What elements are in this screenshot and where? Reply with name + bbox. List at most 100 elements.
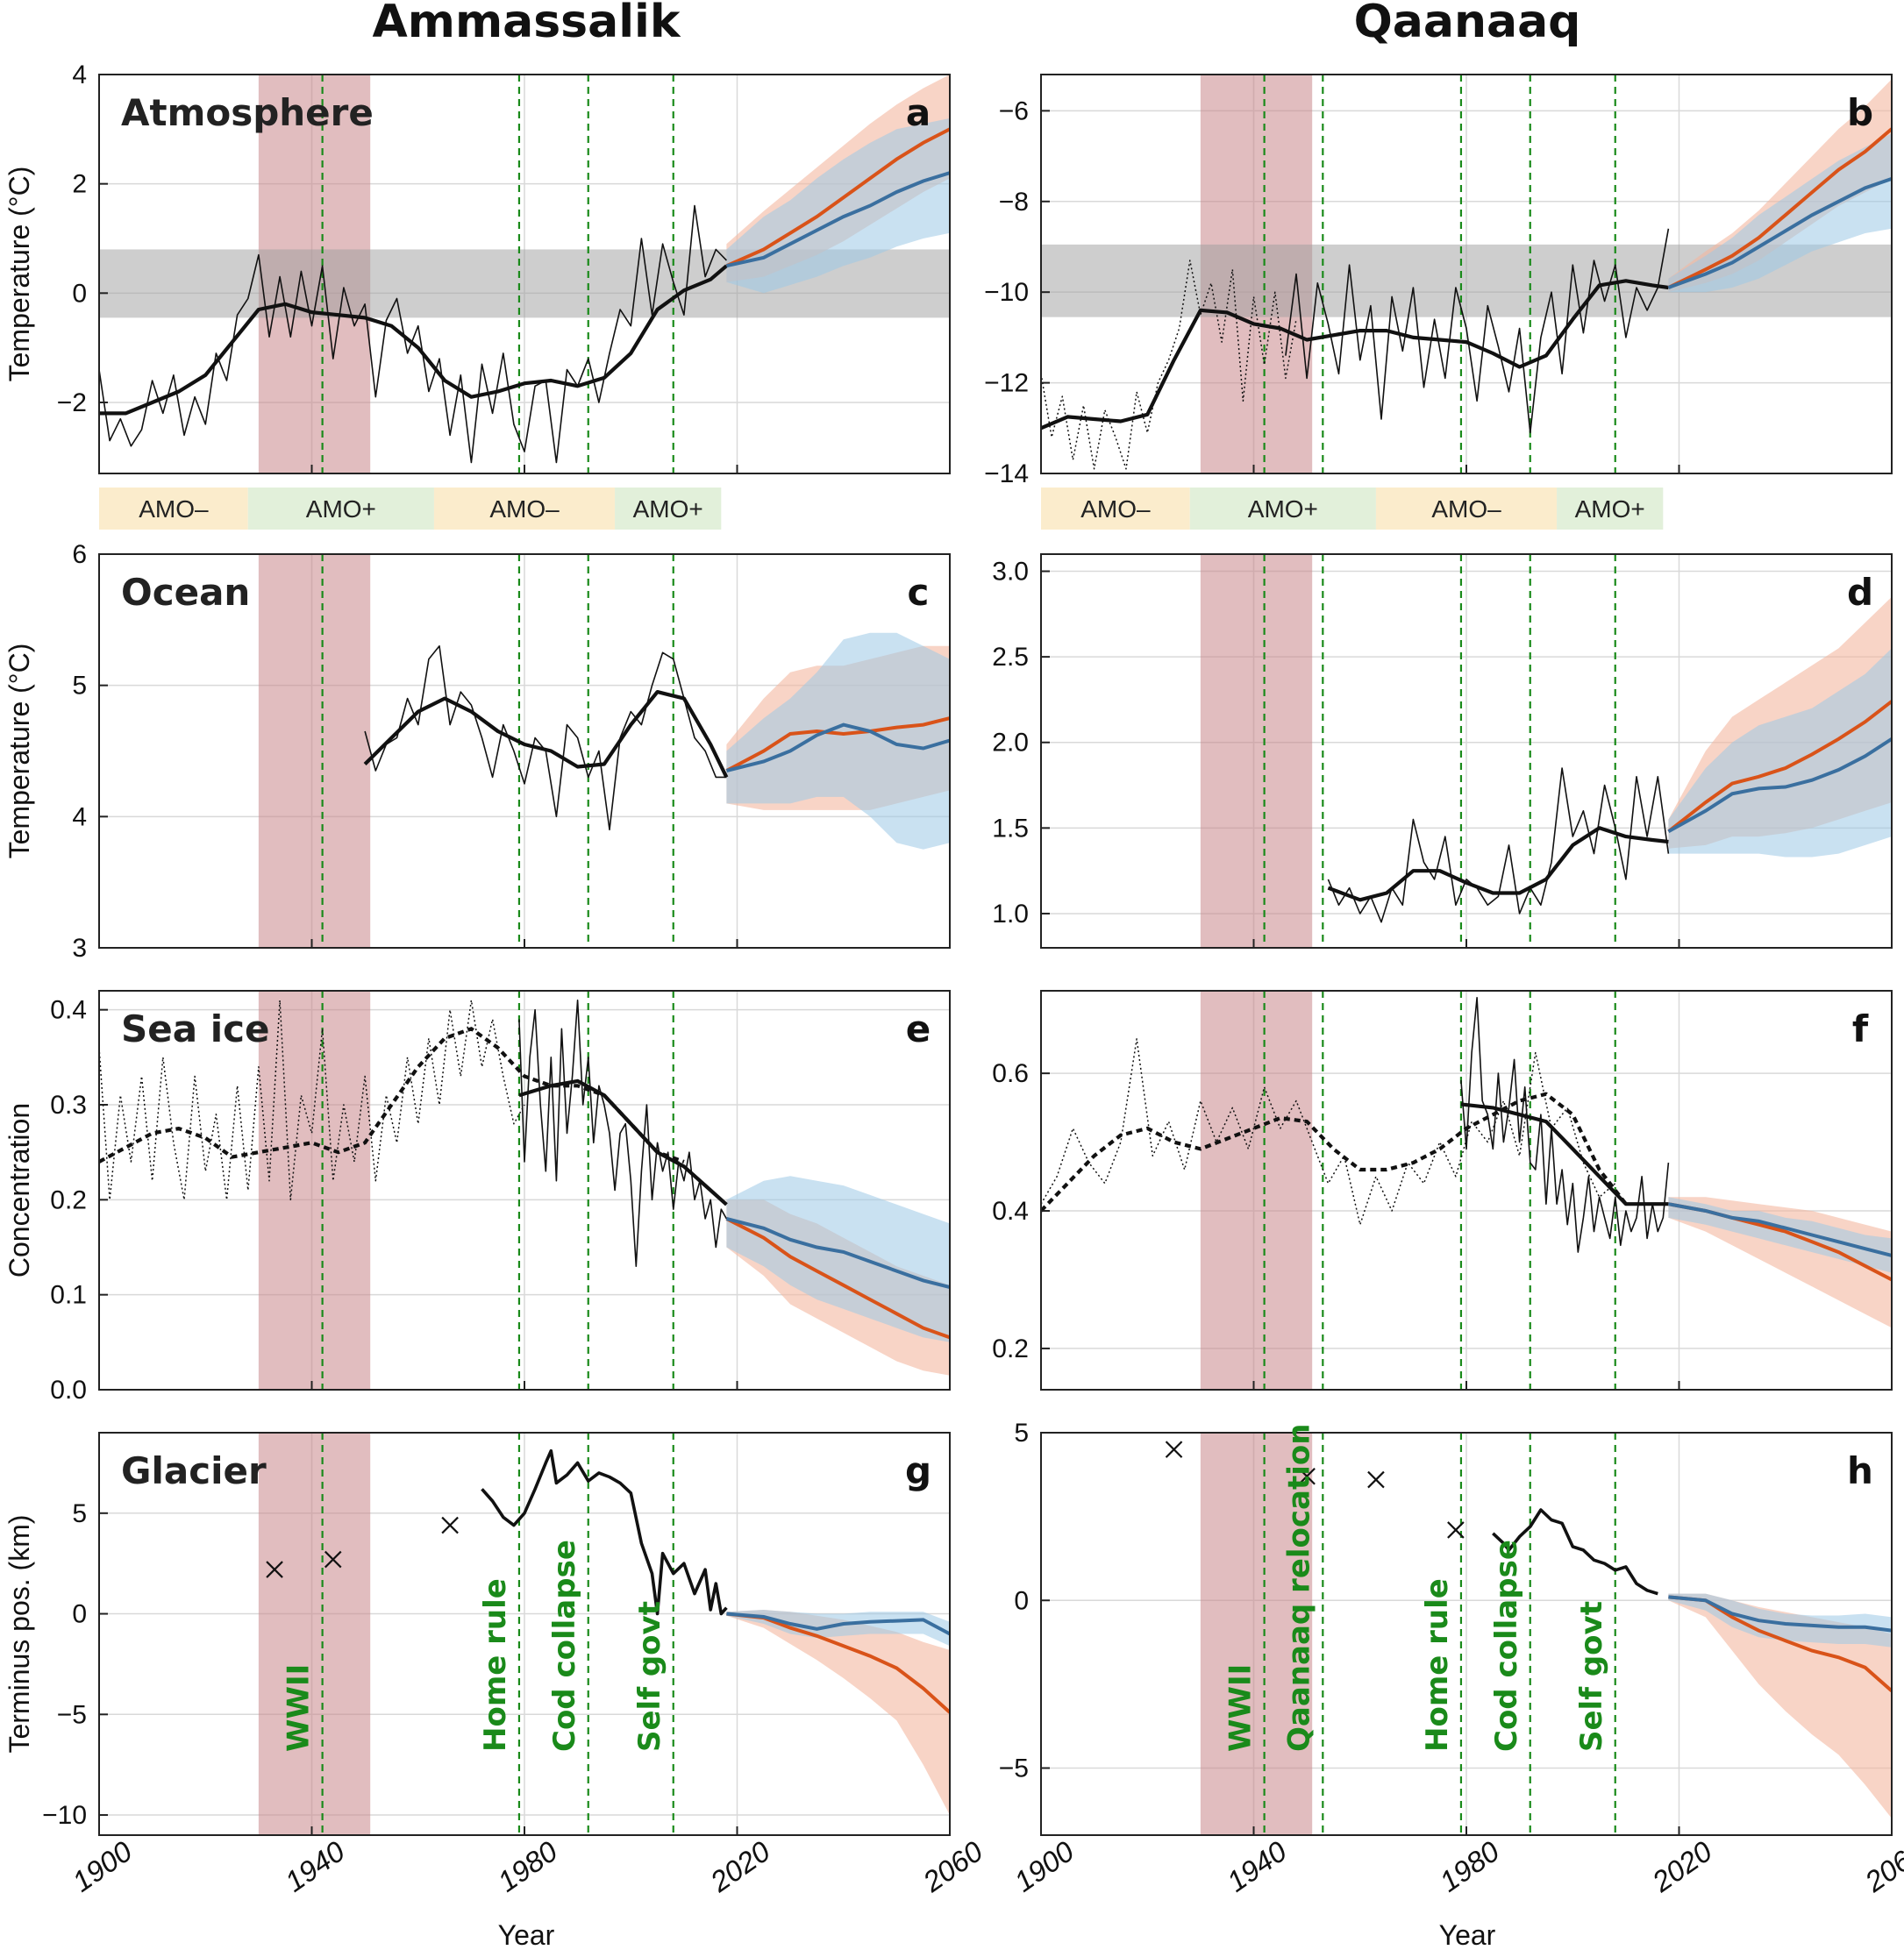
panel-letter: g (905, 1449, 931, 1492)
smoothed-series-line (518, 1078, 728, 1206)
wwii-band (1200, 1433, 1313, 1835)
wwii-band (258, 1433, 371, 1835)
x-tick-label: 1980 (492, 1834, 564, 1898)
panel-g-plot-area (99, 1433, 950, 1835)
y-tick-label: 1.0 (992, 900, 1029, 929)
terminus-observation-marker (324, 1550, 342, 1569)
reconstructed-annual-line (1041, 1038, 1616, 1226)
amo-phase-segment (1189, 488, 1376, 530)
panel-g: −10 −5 0 5 1900 1940 1980 2020 2060 Glacier g Termi… (4, 1432, 989, 1898)
amo-phase-segment (1557, 488, 1664, 530)
panel-a: −2 0 2 4 Atmosphere a Temperature (°C) (4, 60, 951, 474)
panel-letter: h (1847, 1449, 1873, 1492)
projection-band-blue (726, 1610, 950, 1647)
annual-series-line (99, 204, 727, 464)
x-tick-label: 1940 (279, 1834, 351, 1898)
y-tick-label: 2.0 (992, 729, 1029, 758)
x-axis-label-left: Year (498, 1919, 555, 1950)
x-tick-label: 1980 (1434, 1834, 1506, 1898)
terminus-observation-marker (1367, 1470, 1385, 1489)
projection-band-blue (726, 1176, 950, 1342)
panel-title: Atmosphere (121, 91, 374, 134)
projection-band-orange (1668, 1593, 1892, 1818)
amo-phase-label: AMO+ (306, 495, 376, 523)
panel-title: Ocean (121, 571, 250, 614)
panel-h-plot-area (1041, 1433, 1892, 1835)
amo-phase-segment (615, 488, 722, 530)
terminus-observation-marker (441, 1516, 459, 1534)
projection-line-orange (725, 1217, 950, 1340)
y-tick-label: 0 (1014, 1586, 1029, 1615)
panel-b: −14 −12 −10 −8 −6 b (984, 74, 1893, 488)
reconstructed-annual-line (99, 1000, 525, 1201)
y-axis-label: Concentration (4, 1103, 35, 1277)
projection-band-orange (726, 1610, 950, 1816)
event-label: Self govt (1574, 1601, 1609, 1752)
projection-line-orange (725, 716, 950, 772)
amo-phase-segment (1041, 488, 1190, 530)
panel-letter: c (908, 571, 930, 614)
y-tick-label: −14 (984, 459, 1029, 488)
panel-d-plot-area (1041, 554, 1892, 948)
event-label: WWII (1223, 1664, 1259, 1752)
y-tick-label: 1.5 (992, 814, 1029, 843)
x-tick-label: 1900 (67, 1834, 139, 1898)
smoothed-series-line (99, 264, 728, 416)
projection-line-orange (1667, 700, 1892, 833)
y-axis-label: Temperature (°C) (4, 167, 35, 382)
event-label: Qaanaaq relocation (1281, 1424, 1316, 1752)
panel-f-plot-area (1041, 991, 1892, 1390)
projection-line-blue (1667, 177, 1892, 289)
panel-e-plot-area (99, 991, 950, 1390)
y-tick-label: 0 (72, 279, 87, 308)
y-tick-label: 0.3 (50, 1091, 87, 1120)
column-title-ammassalik: Ammassalik (373, 0, 681, 48)
projection-line-blue (725, 171, 950, 268)
event-label: Home rule (478, 1578, 513, 1752)
panel-letter: d (1847, 571, 1873, 614)
y-tick-label: −10 (984, 278, 1029, 307)
amo-phase-segment (1375, 488, 1558, 530)
column-title-qaanaaq: Qaanaaq (1354, 0, 1581, 48)
x-tick-label: 2060 (916, 1834, 989, 1898)
amo-phase-label: AMO+ (1248, 495, 1318, 523)
y-tick-label: 0.6 (992, 1059, 1029, 1088)
panel-letter: f (1852, 1007, 1869, 1050)
projection-line-blue (1668, 1595, 1892, 1633)
panel-b-plot-area (1041, 75, 1892, 473)
projection-line-blue (726, 1612, 950, 1636)
panel-h: −5 0 5 1900 1940 1980 2020 2060 h WWII Qaanaaq rel… (999, 1419, 1904, 1898)
y-tick-label: −5 (57, 1700, 87, 1729)
y-tick-label: 0.0 (50, 1376, 87, 1405)
projection-line-blue (1668, 1202, 1892, 1257)
annual-series-line (1285, 228, 1670, 434)
projection-line-orange (725, 127, 950, 268)
projection-line-orange (726, 1612, 950, 1714)
amo-phase-label: AMO+ (1575, 495, 1645, 523)
y-tick-label: −5 (999, 1754, 1029, 1783)
event-label: Cod collapse (547, 1540, 582, 1752)
annual-series-line (364, 645, 727, 831)
y-tick-label: 3 (72, 934, 87, 963)
y-tick-label: 3.0 (992, 558, 1029, 587)
y-tick-label: 5 (1014, 1419, 1029, 1448)
y-tick-label: −12 (984, 369, 1029, 398)
panel-letter: b (1847, 91, 1873, 134)
terminus-observation-marker (1165, 1441, 1183, 1458)
x-axis-label-right: Year (1439, 1919, 1496, 1950)
y-tick-label: −10 (42, 1801, 87, 1830)
y-tick-label: 0.2 (50, 1185, 87, 1214)
smoothed-series-line (1327, 826, 1669, 902)
event-label: Home rule (1420, 1578, 1455, 1752)
y-tick-label: −8 (999, 188, 1029, 217)
projection-line-blue (725, 722, 950, 772)
reconstructed-smoothed-line (99, 1027, 685, 1164)
panel-letter: a (906, 91, 931, 134)
y-tick-label: 0.1 (50, 1281, 87, 1310)
y-tick-label: 4 (72, 802, 87, 831)
annual-series-line (1460, 997, 1670, 1253)
amo-phase-label: AMO+ (633, 495, 703, 523)
y-tick-label: −6 (999, 96, 1029, 125)
